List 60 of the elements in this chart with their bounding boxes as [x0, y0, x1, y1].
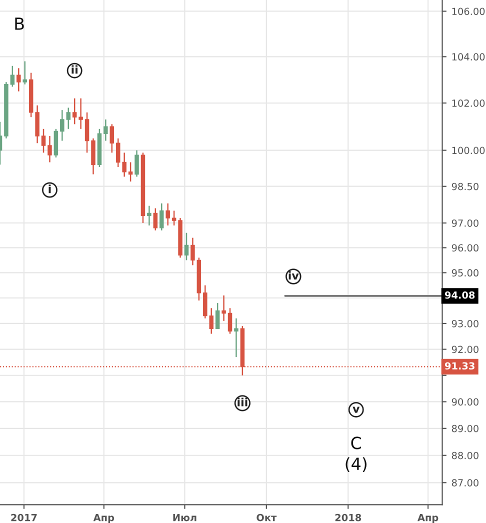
ref-line-label: 91.33	[444, 362, 474, 370]
candlestick	[91, 138, 96, 175]
y-tick-label: 87.00	[452, 479, 478, 486]
candlestick	[10, 65, 15, 88]
y-tick-label: 90.00	[452, 398, 478, 406]
x-tick-label: Окт	[256, 514, 277, 522]
y-tick-label: 106.00	[452, 8, 485, 16]
candlestick	[228, 308, 232, 334]
x-tick-label: Апр	[93, 514, 114, 523]
candlestick	[134, 150, 139, 178]
y-tick-label: 92.00	[452, 346, 478, 354]
candlestick	[22, 60, 27, 86]
x-tick-label: Июл	[173, 514, 196, 522]
candlestick	[48, 135, 52, 163]
annotation: 94.08	[444, 291, 475, 299]
y-tick-label: 96.00	[452, 244, 478, 252]
annotation: (4)	[346, 457, 366, 472]
candlestick	[153, 208, 158, 231]
candlestick	[160, 202, 164, 231]
annotation: i	[48, 184, 51, 194]
candlestick	[35, 104, 40, 144]
candlestick	[16, 68, 21, 92]
candlestick	[234, 318, 238, 358]
candlestick	[190, 237, 195, 266]
x-tick-label: Апр	[418, 514, 438, 523]
candlestick	[128, 162, 133, 182]
annotation: v	[352, 406, 360, 413]
annotation: B	[15, 18, 24, 30]
y-tick-label: 100.00	[452, 146, 485, 154]
annotation: iii	[238, 398, 248, 406]
candlestick	[60, 109, 64, 142]
candlestick	[78, 98, 83, 130]
candlestick	[110, 124, 114, 154]
x-tick-label: 2018	[335, 514, 362, 522]
candlestick	[184, 232, 189, 261]
candlestick	[104, 118, 108, 142]
annotation: C	[351, 436, 362, 450]
candlestick	[147, 205, 152, 226]
y-tick-label: 98.50	[452, 182, 478, 190]
candlestick	[172, 210, 176, 226]
candlestick	[84, 112, 90, 154]
y-tick-label: 95.00	[452, 269, 478, 277]
candlestick	[41, 128, 46, 154]
x-tick-label: 2017	[11, 514, 37, 522]
candlestick	[66, 107, 71, 130]
candlestick	[215, 302, 220, 330]
annotation: ii	[72, 65, 78, 74]
y-tick-label: 93.00	[452, 320, 478, 328]
candlestick	[222, 294, 226, 322]
candlestick	[116, 138, 120, 168]
y-tick-label: 104.00	[452, 53, 485, 61]
candlestick	[72, 98, 77, 125]
y-tick-label: 97.00	[452, 219, 478, 227]
y-tick-label: 102.00	[452, 100, 485, 107]
y-tick-label: 88.00	[452, 452, 478, 460]
candlestick	[166, 202, 170, 226]
candlestick	[54, 128, 58, 158]
candlestick	[122, 152, 126, 178]
y-tick-label: 89.00	[452, 424, 478, 432]
annotation: iv	[288, 271, 299, 280]
